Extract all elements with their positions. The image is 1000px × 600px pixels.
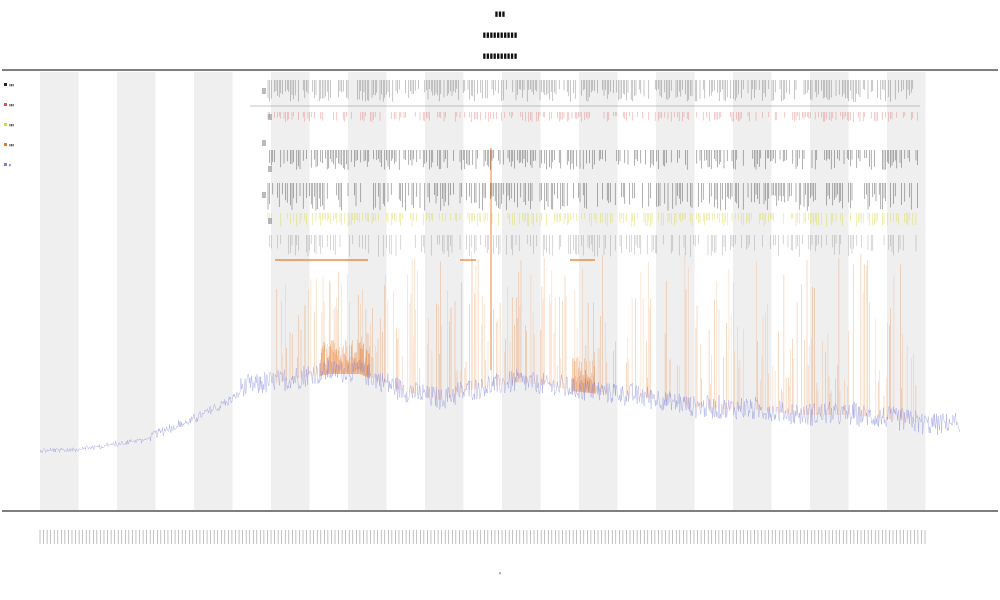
legend: ▮▮▮▮▮▮▮▮▮▮▮▮▮ [4,83,14,167]
legend-swatch [4,83,7,86]
legend-swatch [4,163,7,166]
background-band [194,72,233,510]
track-label-mark [262,88,266,94]
background-band [579,72,618,510]
x-axis-label: ▮ [499,571,501,575]
chart-title-line-3: ▮▮▮▮▮▮▮▮▮▮ [483,52,518,60]
background-band [40,72,79,510]
track-label-mark [268,218,272,224]
x-tick-labels [39,530,926,544]
legend-label: ▮▮▮ [9,143,14,147]
background-bands [40,72,926,510]
legend-swatch [4,123,7,126]
track-label-mark [262,140,266,146]
chart-title-group: ▮▮▮ ▮▮▮▮▮▮▮▮▮▮ ▮▮▮▮▮▮▮▮▮▮ [483,10,518,60]
legend-label: ▮▮▮ [9,123,14,127]
annotation-tracks [250,80,920,257]
baseline-line [39,359,960,454]
background-band [348,72,387,510]
legend-label: ▮▮▮ [9,83,14,87]
chart-title-line-2: ▮▮▮▮▮▮▮▮▮▮ [483,31,518,39]
track-label-mark [268,166,272,172]
background-band [117,72,156,510]
background-band [887,72,926,510]
legend-swatch [4,143,7,146]
background-band [810,72,849,510]
background-band [733,72,772,510]
chart-title-line-1: ▮▮▮ [495,10,505,18]
background-band [425,72,464,510]
legend-label: ▮ [9,163,11,167]
track-label-mark [268,114,272,120]
baseline-series [39,359,960,454]
background-band [271,72,310,510]
background-band [656,72,695,510]
legend-label: ▮▮▮ [9,103,14,107]
legend-swatch [4,103,7,106]
track-label-mark [262,192,266,198]
spike-series [275,148,917,423]
